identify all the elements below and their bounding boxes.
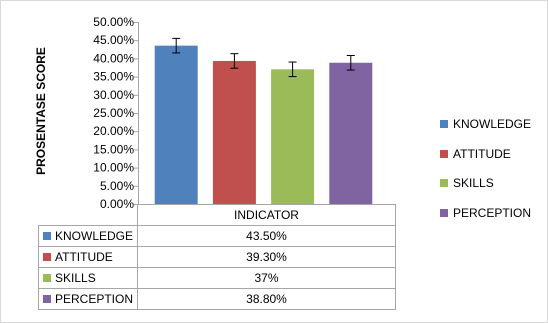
swatch-perception — [43, 295, 51, 303]
legend-swatch — [440, 120, 448, 128]
legend-swatch — [440, 179, 448, 187]
y-tick-label: 40.00% — [93, 51, 134, 65]
data-table: INDICATOR KNOWLEDGE 43.50% ATTITUDE 39.3… — [38, 205, 396, 310]
y-tick-label: 0.00% — [100, 197, 134, 211]
table-row: KNOWLEDGE 43.50% — [38, 225, 396, 247]
legend-item-attitude: ATTITUDE — [440, 147, 531, 177]
table-row: PERCEPTION 38.80% — [38, 288, 396, 310]
row-label-attitude: ATTITUDE — [55, 250, 113, 264]
y-axis-label: PROSENTASE SCORE — [34, 47, 48, 175]
y-tick-label: 35.00% — [93, 70, 134, 84]
row-value-perception: 38.80% — [137, 288, 396, 310]
legend-item-perception: PERCEPTION — [440, 206, 531, 236]
table-header-row: INDICATOR — [39, 205, 396, 226]
y-tick-label: 15.00% — [93, 142, 134, 156]
legend-swatch — [440, 208, 448, 217]
x-axis-label: INDICATOR — [137, 205, 396, 226]
legend-item-knowledge: KNOWLEDGE — [440, 117, 531, 147]
legend: KNOWLEDGE ATTITUDE SKILLS PERCEPTION — [440, 117, 531, 235]
legend-item-skills: SKILLS — [440, 176, 531, 206]
row-value-knowledge: 43.50% — [137, 225, 396, 247]
row-label-knowledge: KNOWLEDGE — [55, 229, 134, 243]
row-label-perception: PERCEPTION — [55, 292, 134, 306]
bar-skills — [271, 69, 315, 204]
swatch-attitude — [43, 253, 51, 261]
y-tick-label: 30.00% — [93, 88, 134, 102]
table-row: ATTITUDE 39.30% — [38, 246, 396, 268]
y-tick-label: 45.00% — [93, 33, 134, 47]
bar-perception — [329, 62, 373, 204]
y-tick-label: 5.00% — [100, 179, 134, 193]
bar-attitude — [212, 60, 256, 205]
y-tick-label: 10.00% — [93, 161, 134, 175]
swatch-skills — [43, 274, 51, 282]
swatch-knowledge — [43, 232, 51, 240]
row-value-attitude: 39.30% — [137, 246, 396, 268]
table-row: SKILLS 37% — [38, 267, 396, 289]
row-label-skills: SKILLS — [55, 271, 96, 285]
y-tick-label: 25.00% — [93, 106, 134, 120]
y-tick-label: 20.00% — [93, 124, 134, 138]
legend-swatch — [440, 149, 448, 158]
row-value-skills: 37% — [137, 267, 396, 289]
bar-knowledge — [154, 45, 198, 204]
y-tick-label: 50.00% — [93, 15, 134, 29]
